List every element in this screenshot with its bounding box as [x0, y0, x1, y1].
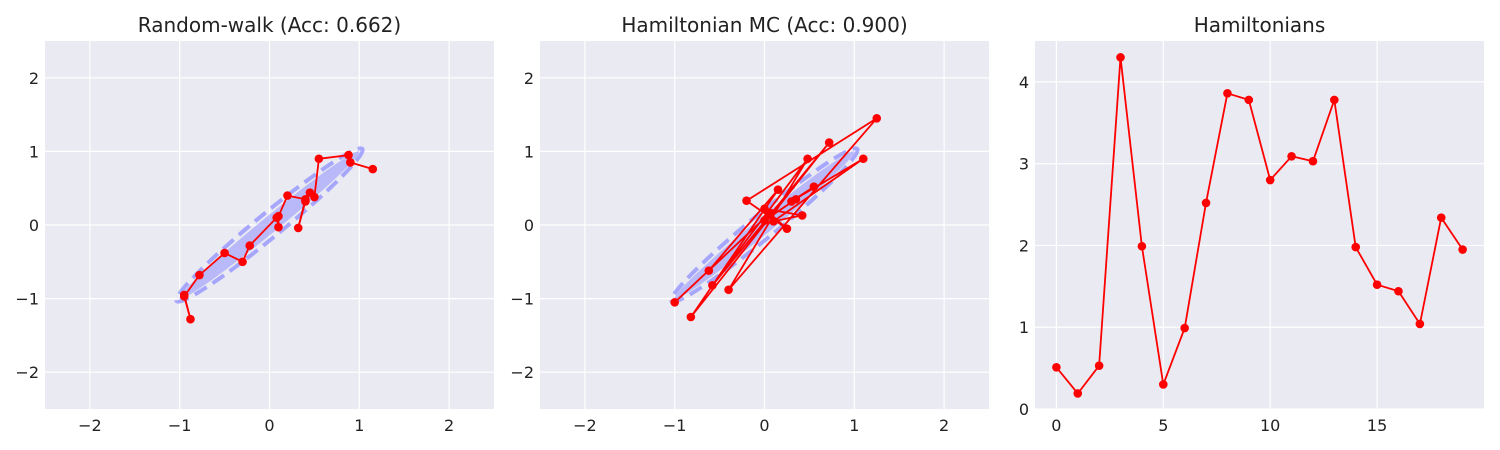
y-tick-label: 1 — [524, 142, 534, 161]
data-point — [824, 138, 834, 147]
data-point — [274, 222, 283, 232]
y-tick-label: 0 — [29, 216, 39, 235]
x-tick-label: 0 — [1051, 416, 1061, 435]
data-point — [1436, 213, 1446, 222]
data-point — [274, 211, 283, 221]
data-point — [220, 248, 229, 258]
data-point — [791, 194, 801, 204]
data-point — [179, 292, 189, 301]
data-point — [708, 281, 717, 290]
data-point — [283, 191, 292, 200]
target-density-contour — [174, 146, 365, 304]
plot-area — [1052, 53, 1467, 398]
data-point — [872, 113, 882, 123]
y-tick-label: −1 — [510, 290, 534, 309]
data-point — [238, 257, 247, 267]
data-point — [1394, 286, 1403, 296]
data-point — [670, 297, 679, 307]
y-tick-label: −1 — [15, 290, 39, 309]
x-tick-label: 2 — [444, 416, 454, 435]
x-tick-label: 2 — [939, 416, 949, 435]
data-point — [1330, 95, 1339, 105]
y-tick-label: 0 — [1019, 400, 1029, 419]
y-tick-label: 3 — [1019, 155, 1029, 174]
x-tick-label: 1 — [849, 416, 859, 435]
y-tick-label: 0 — [524, 216, 534, 235]
data-point — [1372, 280, 1382, 289]
data-point — [1287, 152, 1296, 161]
x-tick-label: 10 — [1260, 416, 1280, 435]
y-tick-label: 2 — [29, 69, 39, 88]
data-point — [773, 185, 783, 194]
data-point — [797, 211, 807, 220]
x-tick-label: 0 — [264, 416, 274, 435]
series-line — [183, 154, 374, 321]
data-point — [686, 312, 696, 322]
data-point — [195, 270, 204, 280]
data-point — [1094, 361, 1104, 370]
data-point — [1158, 380, 1168, 389]
data-point — [1052, 362, 1061, 372]
chart-title: Hamiltonians — [1194, 13, 1326, 37]
data-point — [368, 164, 378, 174]
data-point — [803, 154, 812, 164]
y-tick-label: 1 — [29, 142, 39, 161]
y-tick-label: −2 — [510, 363, 534, 382]
data-point — [704, 266, 714, 275]
panel-1: −2 −1 0 1 2 −2 −1 0 1 2 Random-walk (Acc: 0.662) — [15, 13, 494, 435]
data-point — [1308, 156, 1318, 166]
plot-area — [174, 146, 378, 324]
data-point — [809, 182, 819, 192]
data-point — [301, 197, 310, 206]
data-point — [1180, 323, 1189, 333]
data-point — [782, 224, 792, 233]
data-point — [1415, 319, 1425, 329]
plot-area — [669, 113, 882, 322]
data-point — [314, 154, 324, 164]
x-tick-label: 5 — [1158, 416, 1168, 435]
data-point — [1223, 89, 1232, 98]
panel-3: 0 5 10 15 0 1 2 3 4 Hamiltonians — [1019, 13, 1484, 435]
data-point — [1116, 53, 1125, 62]
data-point — [1201, 198, 1211, 208]
data-point — [760, 204, 769, 214]
data-point — [1244, 95, 1254, 105]
x-tick-label: −1 — [663, 416, 687, 435]
chart-title: Hamiltonian MC (Acc: 0.900) — [621, 13, 907, 37]
data-point — [245, 241, 255, 250]
data-point — [1137, 241, 1147, 251]
panel-2: −2 −1 0 1 2 −2 −1 0 1 2 Hamiltonian MC (Acc: 0.900… — [510, 13, 989, 435]
x-tick-label: 0 — [759, 416, 769, 435]
data-point — [1351, 242, 1361, 252]
x-tick-label: −1 — [168, 416, 192, 435]
data-point — [769, 217, 778, 226]
x-tick-label: 1 — [354, 416, 364, 435]
y-tick-label: 1 — [1019, 318, 1029, 337]
data-point — [346, 158, 355, 167]
plot-background — [1035, 41, 1484, 409]
data-point — [760, 216, 769, 225]
x-tick-label: 15 — [1367, 416, 1387, 435]
x-tick-label: −2 — [573, 416, 597, 435]
y-tick-label: 2 — [1019, 236, 1029, 255]
data-point — [186, 314, 195, 324]
data-point — [724, 285, 733, 295]
data-point — [858, 154, 868, 164]
chart-title: Random-walk (Acc: 0.662) — [138, 13, 401, 37]
y-tick-label: 2 — [524, 69, 534, 88]
data-point — [344, 150, 353, 160]
data-point — [1265, 175, 1275, 185]
y-tick-label: 4 — [1019, 73, 1029, 92]
y-tick-label: −2 — [15, 363, 39, 382]
x-tick-label: −2 — [78, 416, 102, 435]
data-point — [310, 192, 319, 202]
data-point — [293, 223, 303, 233]
data-point — [1073, 389, 1083, 398]
data-point — [742, 196, 751, 206]
data-point — [1458, 245, 1467, 254]
